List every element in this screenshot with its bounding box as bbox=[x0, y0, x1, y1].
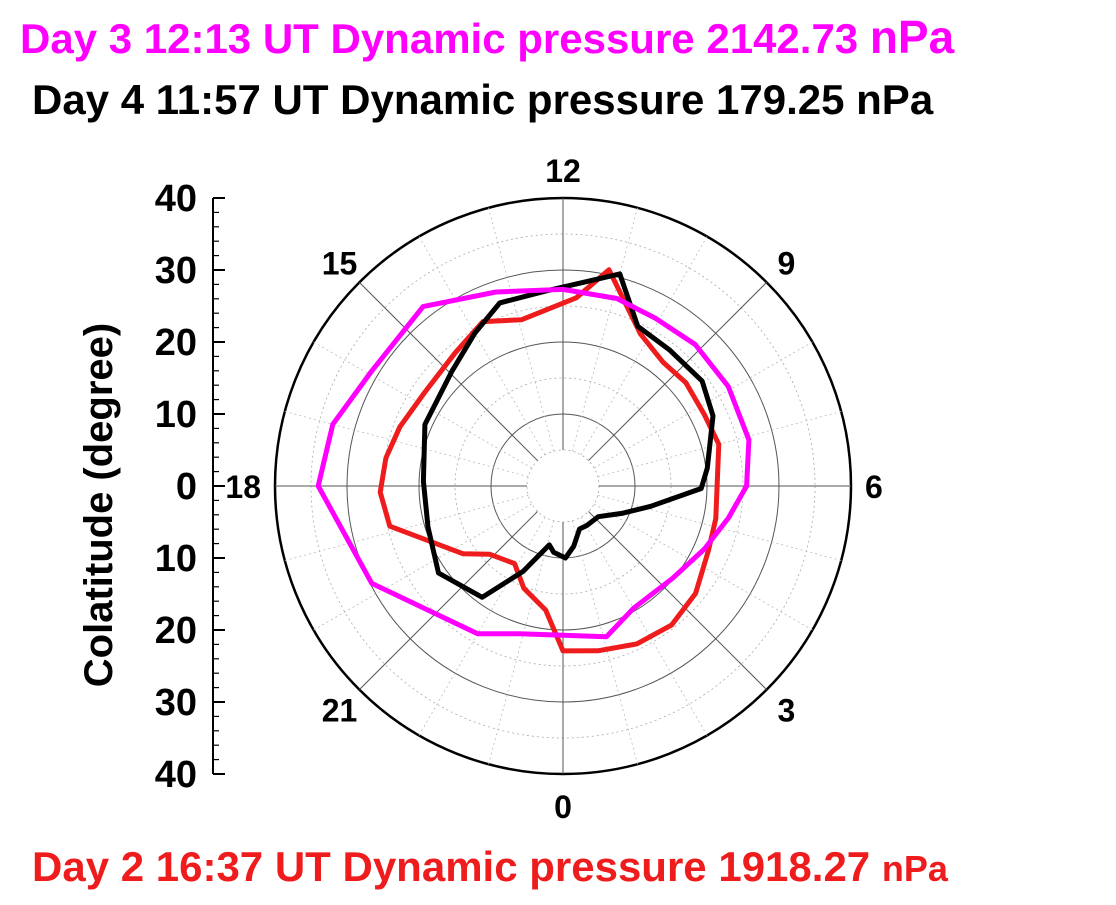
title-day2-text: Day 2 16:37 UT Dynamic pressure 1918.27 bbox=[32, 843, 871, 890]
grid-spoke bbox=[284, 411, 529, 478]
mlt-label: 0 bbox=[554, 789, 572, 825]
mlt-label: 21 bbox=[322, 692, 358, 728]
y-tick-label: 10 bbox=[155, 394, 197, 436]
grid-spoke bbox=[588, 281, 768, 461]
y-tick-label: 40 bbox=[155, 754, 197, 796]
grid-spoke bbox=[588, 511, 768, 691]
grid-spoke bbox=[488, 520, 555, 765]
grid-spoke bbox=[580, 236, 708, 456]
mlt-label: 3 bbox=[778, 692, 796, 728]
grid-spoke bbox=[313, 341, 533, 469]
series-line-day4 bbox=[420, 271, 716, 600]
mlt-label: 18 bbox=[225, 469, 261, 505]
title-day4-text: Day 4 11:57 UT Dynamic pressure 179.25 n… bbox=[32, 76, 934, 123]
grid-spoke bbox=[571, 207, 638, 452]
grid-spoke bbox=[488, 207, 555, 452]
polar-grid bbox=[273, 196, 853, 776]
title-day3-unit: nPa bbox=[869, 11, 955, 63]
grid-spoke bbox=[358, 511, 538, 691]
mlt-label: 15 bbox=[322, 246, 358, 282]
y-tick-label: 20 bbox=[155, 322, 197, 364]
y-tick-label: 20 bbox=[155, 610, 197, 652]
series-line-day2 bbox=[377, 267, 722, 654]
mlt-labels: 12 9 6 3 0 21 18 15 bbox=[225, 153, 882, 825]
title-day3-text: Day 3 12:13 UT Dynamic pressure 2142.73 bbox=[20, 15, 859, 62]
title-day4: Day 4 11:57 UT Dynamic pressure 179.25 n… bbox=[32, 76, 933, 124]
y-tick-label: 10 bbox=[155, 538, 197, 580]
grid-spoke bbox=[313, 503, 533, 631]
title-day3: Day 3 12:13 UT Dynamic pressure 2142.73 … bbox=[20, 10, 954, 64]
colatitude-axis: 40 30 20 10 0 10 20 30 40 bbox=[155, 178, 225, 796]
title-day2-unit: nPa bbox=[881, 848, 948, 889]
series-line-day3 bbox=[315, 286, 752, 640]
grid-spoke bbox=[358, 281, 538, 461]
y-tick-label: 40 bbox=[155, 178, 197, 220]
y-tick-label: 30 bbox=[155, 682, 197, 724]
mlt-label: 9 bbox=[778, 246, 796, 282]
grid-spoke bbox=[580, 516, 708, 736]
y-axis-label: Colatitude (degree) bbox=[77, 323, 121, 687]
grid-ring bbox=[526, 449, 600, 523]
grid-spoke bbox=[418, 236, 546, 456]
grid-spoke bbox=[571, 520, 638, 765]
mlt-label: 6 bbox=[865, 469, 883, 505]
series-layer bbox=[315, 267, 752, 654]
grid-spoke bbox=[418, 516, 546, 736]
grid-spoke bbox=[284, 494, 529, 561]
grid-spoke bbox=[593, 341, 813, 469]
mlt-label: 12 bbox=[545, 153, 581, 189]
y-tick-label: 30 bbox=[155, 250, 197, 292]
title-day2: Day 2 16:37 UT Dynamic pressure 1918.27 … bbox=[32, 843, 948, 891]
y-tick-label: 0 bbox=[176, 466, 197, 508]
